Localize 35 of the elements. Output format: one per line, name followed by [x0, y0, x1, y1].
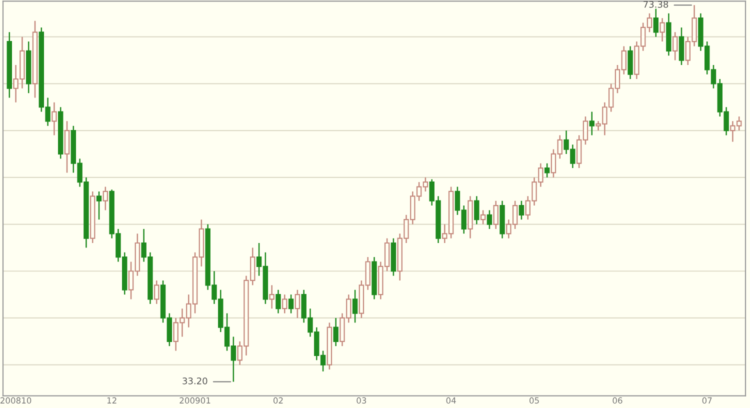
- candlestick: [518, 200, 524, 220]
- annotation: 33.20: [182, 377, 208, 384]
- candlestick: [64, 120, 70, 174]
- annotation: 73.38: [644, 0, 668, 8]
- candlestick: [102, 186, 108, 211]
- x-tick-label: 06: [612, 397, 622, 404]
- x-tick-label: 05: [530, 397, 539, 404]
- x-tick-label: 02: [273, 397, 283, 404]
- candlestick: [678, 26, 684, 66]
- candlestick: [282, 294, 288, 314]
- candlestick: [474, 196, 480, 225]
- candlestick: [52, 102, 57, 136]
- candlestick: [269, 284, 274, 310]
- candlestick: [544, 162, 550, 178]
- candlestick: [288, 294, 294, 314]
- candlestick: [276, 289, 281, 314]
- candlestick: [352, 289, 358, 324]
- candlestick: [480, 210, 486, 225]
- x-tick-label: 200810: [0, 397, 32, 404]
- candlestick: [653, 8, 658, 38]
- candlestick: [589, 111, 594, 136]
- x-tick-label: 07: [702, 397, 712, 404]
- candlestick: [154, 280, 160, 305]
- candlestick: [294, 289, 300, 319]
- candlestick: [96, 190, 102, 220]
- candlestick: [486, 210, 492, 230]
- x-tick-label: 03: [356, 397, 366, 404]
- candlestick: [493, 200, 498, 230]
- x-tick-label: 200901: [180, 397, 210, 404]
- candlestick: [333, 317, 338, 347]
- candlestick: [660, 17, 665, 42]
- x-tick-label: 04: [446, 397, 456, 404]
- x-tick-label: 12: [107, 397, 116, 404]
- candlestick: [628, 46, 633, 80]
- candlestick: [672, 32, 678, 61]
